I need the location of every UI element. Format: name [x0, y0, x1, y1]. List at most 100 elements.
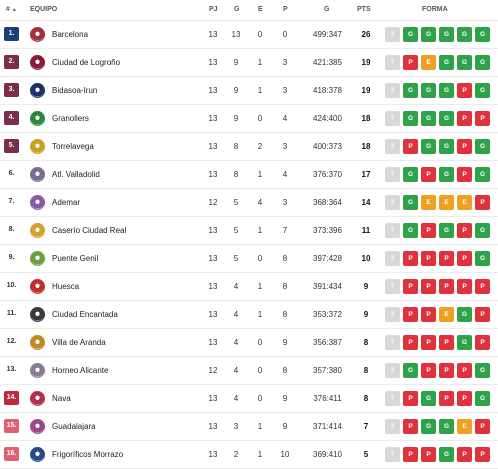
form-result-badge[interactable]: G: [457, 335, 472, 350]
form-result-badge[interactable]: P: [403, 279, 418, 294]
form-result-badge[interactable]: P: [475, 111, 490, 126]
form-result-badge[interactable]: E: [421, 55, 436, 70]
form-result-badge[interactable]: P: [403, 55, 418, 70]
form-result-badge[interactable]: G: [439, 27, 454, 42]
form-result-badge[interactable]: G: [439, 55, 454, 70]
form-result-badge[interactable]: P: [421, 447, 436, 462]
team-crest-icon[interactable]: [30, 139, 45, 154]
team-crest-icon[interactable]: [30, 195, 45, 210]
table-row[interactable]: 13. Horneo Alicante 12 4 0 8 357:380 8? G P P P G: [0, 357, 498, 385]
team-crest-icon[interactable]: [30, 279, 45, 294]
next-match-badge[interactable]: ?: [385, 111, 400, 126]
form-result-badge[interactable]: P: [457, 111, 472, 126]
form-result-badge[interactable]: P: [439, 363, 454, 378]
form-result-badge[interactable]: G: [421, 111, 436, 126]
team-name[interactable]: Barcelona: [52, 30, 89, 39]
team-crest-icon[interactable]: [30, 307, 45, 322]
form-result-badge[interactable]: P: [475, 419, 490, 434]
next-match-badge[interactable]: ?: [385, 83, 400, 98]
team-name[interactable]: Puente Genil: [52, 254, 99, 263]
next-match-badge[interactable]: ?: [385, 139, 400, 154]
table-row[interactable]: 7. Ademar 12 5 4 3 368:364 14? G E E E P: [0, 189, 498, 217]
form-result-badge[interactable]: P: [475, 279, 490, 294]
form-result-badge[interactable]: G: [475, 27, 490, 42]
sort-icon[interactable]: ▲: [11, 7, 17, 13]
form-result-badge[interactable]: G: [439, 111, 454, 126]
form-result-badge[interactable]: P: [403, 139, 418, 154]
form-result-badge[interactable]: G: [475, 167, 490, 182]
team-name[interactable]: Bidasoa-Irun: [52, 86, 98, 95]
form-result-badge[interactable]: E: [439, 307, 454, 322]
form-result-badge[interactable]: G: [403, 195, 418, 210]
form-result-badge[interactable]: G: [475, 363, 490, 378]
team-crest-icon[interactable]: [30, 335, 45, 350]
table-row[interactable]: 9. Puente Genil 13 5 0 8 397:428 10? P P P P G: [0, 245, 498, 273]
form-result-badge[interactable]: G: [421, 391, 436, 406]
team-name[interactable]: Torrelavega: [52, 142, 94, 151]
next-match-badge[interactable]: ?: [385, 55, 400, 70]
form-result-badge[interactable]: G: [439, 419, 454, 434]
table-row[interactable]: 8. Caserío Ciudad Real 13 5 1 7 373:396 11? G P G P…: [0, 217, 498, 245]
form-result-badge[interactable]: P: [457, 139, 472, 154]
form-result-badge[interactable]: E: [457, 419, 472, 434]
team-name[interactable]: Ciudad Encantada: [52, 310, 118, 319]
form-result-badge[interactable]: P: [403, 419, 418, 434]
form-result-badge[interactable]: G: [403, 363, 418, 378]
form-result-badge[interactable]: G: [475, 223, 490, 238]
form-result-badge[interactable]: G: [421, 27, 436, 42]
next-match-badge[interactable]: ?: [385, 223, 400, 238]
table-row[interactable]: 14. Nava 13 4 0 9 376:411 8? P G P P G: [0, 385, 498, 413]
team-crest-icon[interactable]: [30, 27, 45, 42]
form-result-badge[interactable]: P: [403, 391, 418, 406]
form-result-badge[interactable]: P: [421, 167, 436, 182]
next-match-badge[interactable]: ?: [385, 27, 400, 42]
form-result-badge[interactable]: P: [421, 307, 436, 322]
team-name[interactable]: Ademar: [52, 198, 81, 207]
form-result-badge[interactable]: P: [439, 279, 454, 294]
next-match-badge[interactable]: ?: [385, 363, 400, 378]
form-result-badge[interactable]: G: [475, 55, 490, 70]
table-row[interactable]: 15. Guadalajara 13 3 1 9 371:414 7? P G G E P: [0, 413, 498, 441]
form-result-badge[interactable]: G: [439, 139, 454, 154]
form-result-badge[interactable]: G: [475, 83, 490, 98]
form-result-badge[interactable]: G: [403, 167, 418, 182]
form-result-badge[interactable]: G: [403, 83, 418, 98]
team-crest-icon[interactable]: [30, 83, 45, 98]
col-pos-header[interactable]: # ▲: [6, 6, 17, 13]
form-result-badge[interactable]: G: [439, 223, 454, 238]
next-match-badge[interactable]: ?: [385, 391, 400, 406]
table-row[interactable]: 6. Atl. Valladolid 13 8 1 4 376:370 17? G P G P G: [0, 161, 498, 189]
form-result-badge[interactable]: P: [421, 223, 436, 238]
team-name[interactable]: Huesca: [52, 282, 80, 291]
team-name[interactable]: Villa de Aranda: [52, 338, 106, 347]
form-result-badge[interactable]: G: [475, 139, 490, 154]
form-result-badge[interactable]: G: [421, 139, 436, 154]
team-crest-icon[interactable]: [30, 251, 45, 266]
form-result-badge[interactable]: P: [475, 195, 490, 210]
form-result-badge[interactable]: G: [403, 111, 418, 126]
form-result-badge[interactable]: P: [475, 307, 490, 322]
form-result-badge[interactable]: G: [475, 251, 490, 266]
form-result-badge[interactable]: P: [457, 251, 472, 266]
next-match-badge[interactable]: ?: [385, 195, 400, 210]
form-result-badge[interactable]: E: [439, 195, 454, 210]
next-match-badge[interactable]: ?: [385, 279, 400, 294]
form-result-badge[interactable]: G: [457, 27, 472, 42]
form-result-badge[interactable]: P: [403, 307, 418, 322]
form-result-badge[interactable]: P: [457, 279, 472, 294]
table-row[interactable]: 12. Villa de Aranda 13 4 0 9 356:387 8? P P P G P: [0, 329, 498, 357]
next-match-badge[interactable]: ?: [385, 167, 400, 182]
table-row[interactable]: 4. Granollers 13 9 0 4 424:400 18? G G G P P: [0, 105, 498, 133]
form-result-badge[interactable]: P: [457, 391, 472, 406]
team-name[interactable]: Ciudad de Logroño: [52, 58, 121, 67]
form-result-badge[interactable]: G: [457, 55, 472, 70]
form-result-badge[interactable]: E: [421, 195, 436, 210]
next-match-badge[interactable]: ?: [385, 335, 400, 350]
table-row[interactable]: 3. Bidasoa-Irun 13 9 1 3 418:378 19? G G G P G: [0, 77, 498, 105]
form-result-badge[interactable]: P: [475, 335, 490, 350]
team-crest-icon[interactable]: [30, 167, 45, 182]
form-result-badge[interactable]: P: [475, 447, 490, 462]
form-result-badge[interactable]: P: [403, 335, 418, 350]
team-crest-icon[interactable]: [30, 419, 45, 434]
table-row[interactable]: 5. Torrelavega 13 8 2 3 400:373 18? P G G P G: [0, 133, 498, 161]
